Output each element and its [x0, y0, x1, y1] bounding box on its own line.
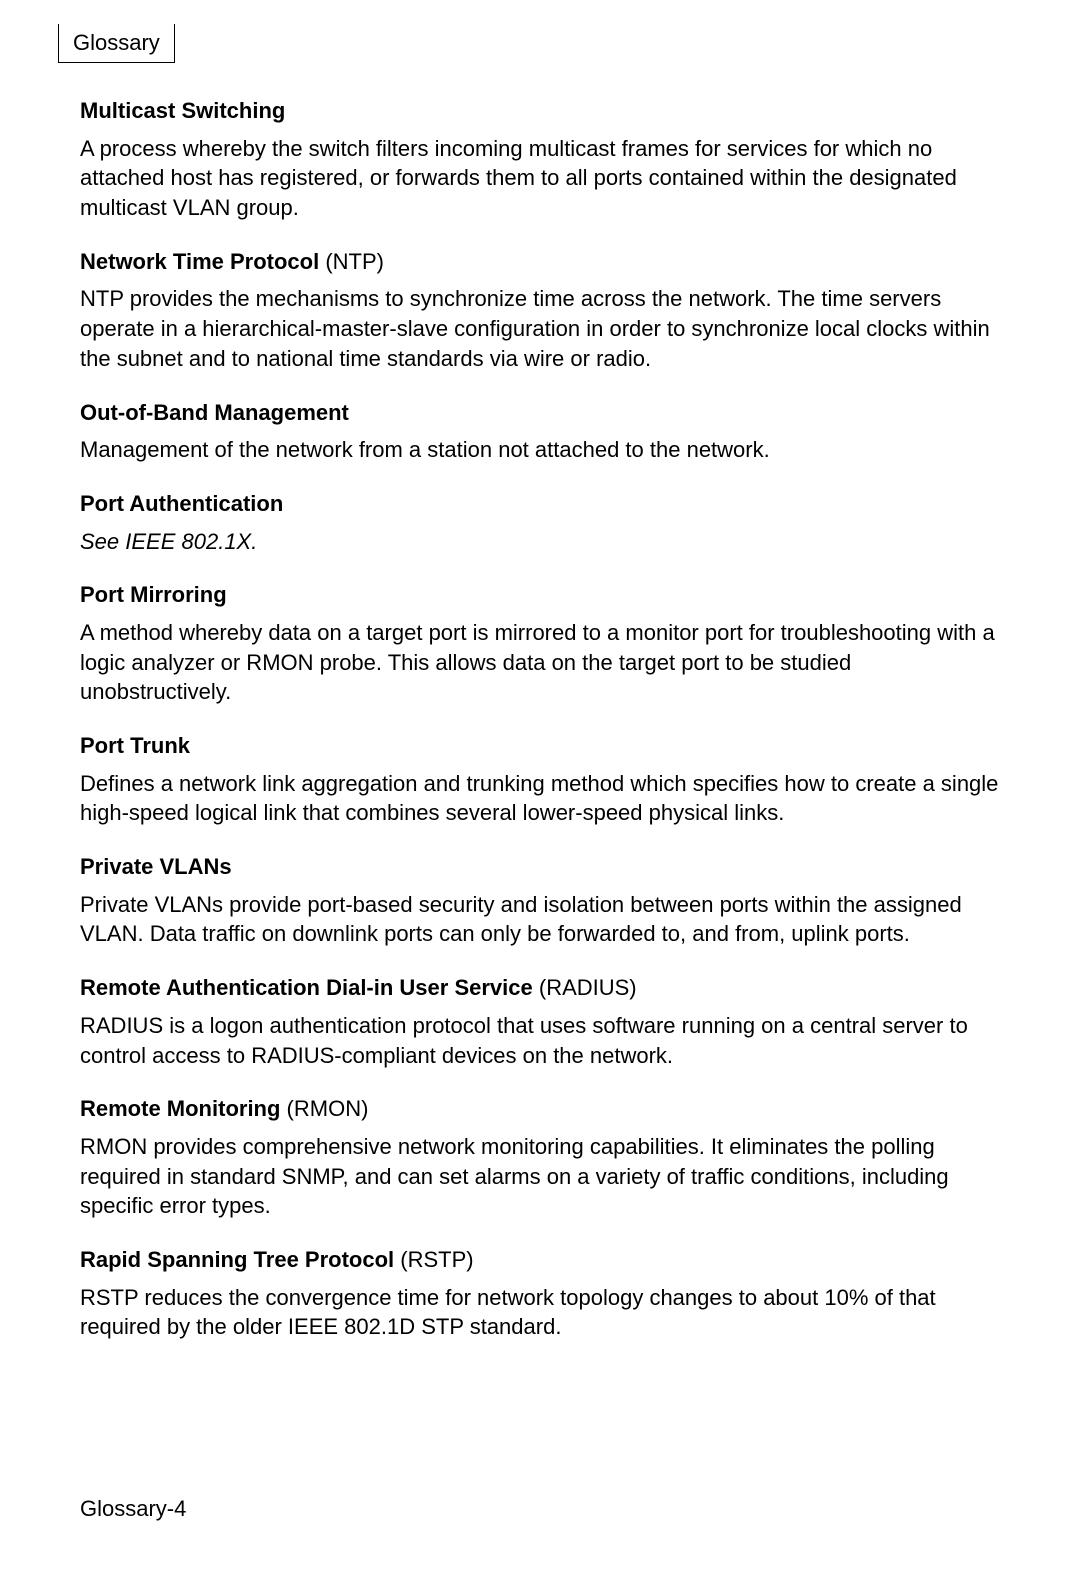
entry-title: Private VLANs: [80, 852, 1000, 882]
glossary-entry: Multicast Switching A process whereby th…: [80, 96, 1000, 223]
entry-title: Multicast Switching: [80, 96, 1000, 126]
glossary-entry: Remote Monitoring (RMON) RMON provides c…: [80, 1094, 1000, 1221]
glossary-entry: Private VLANs Private VLANs provide port…: [80, 852, 1000, 949]
entry-title-bold: Port Authentication: [80, 491, 283, 516]
entry-title-bold: Private VLANs: [80, 854, 232, 879]
entry-body: RADIUS is a logon authentication protoco…: [80, 1011, 1000, 1070]
entry-body: NTP provides the mechanisms to synchroni…: [80, 284, 1000, 373]
entry-title: Network Time Protocol (NTP): [80, 247, 1000, 277]
entry-title-acronym: (RADIUS): [533, 975, 637, 1000]
entry-title: Remote Authentication Dial-in User Servi…: [80, 973, 1000, 1003]
entry-title-bold: Port Trunk: [80, 733, 190, 758]
glossary-entry: Port Authentication See IEEE 802.1X.: [80, 489, 1000, 556]
entry-title-bold: Remote Authentication Dial-in User Servi…: [80, 975, 533, 1000]
entry-title: Remote Monitoring (RMON): [80, 1094, 1000, 1124]
entry-title-acronym: (RMON): [280, 1096, 368, 1121]
entry-title: Rapid Spanning Tree Protocol (RSTP): [80, 1245, 1000, 1275]
entry-body: Private VLANs provide port-based securit…: [80, 890, 1000, 949]
glossary-entry: Rapid Spanning Tree Protocol (RSTP) RSTP…: [80, 1245, 1000, 1342]
entry-body: A method whereby data on a target port i…: [80, 618, 1000, 707]
glossary-entry: Remote Authentication Dial-in User Servi…: [80, 973, 1000, 1070]
glossary-entry: Port Mirroring A method whereby data on …: [80, 580, 1000, 707]
header-tab: Glossary: [58, 24, 175, 63]
entry-title: Port Authentication: [80, 489, 1000, 519]
entry-body: See IEEE 802.1X.: [80, 527, 1000, 557]
entry-title-bold: Multicast Switching: [80, 98, 285, 123]
entry-body: Management of the network from a station…: [80, 435, 1000, 465]
glossary-entry: Port Trunk Defines a network link aggreg…: [80, 731, 1000, 828]
content-area: Multicast Switching A process whereby th…: [80, 96, 1000, 1366]
entry-body: A process whereby the switch filters inc…: [80, 134, 1000, 223]
entry-body: Defines a network link aggregation and t…: [80, 769, 1000, 828]
entry-title-bold: Rapid Spanning Tree Protocol: [80, 1247, 394, 1272]
entry-title: Port Mirroring: [80, 580, 1000, 610]
entry-title-bold: Out-of-Band Management: [80, 400, 349, 425]
glossary-entry: Out-of-Band Management Management of the…: [80, 398, 1000, 465]
entry-title-bold: Port Mirroring: [80, 582, 227, 607]
entry-title-bold: Remote Monitoring: [80, 1096, 280, 1121]
entry-title: Out-of-Band Management: [80, 398, 1000, 428]
page-footer: Glossary-4: [80, 1496, 186, 1522]
entry-title-acronym: (RSTP): [394, 1247, 473, 1272]
entry-title-acronym: (NTP): [319, 249, 384, 274]
entry-title: Port Trunk: [80, 731, 1000, 761]
entry-body: RSTP reduces the convergence time for ne…: [80, 1283, 1000, 1342]
entry-body: RMON provides comprehensive network moni…: [80, 1132, 1000, 1221]
entry-title-bold: Network Time Protocol: [80, 249, 319, 274]
glossary-entry: Network Time Protocol (NTP) NTP provides…: [80, 247, 1000, 374]
